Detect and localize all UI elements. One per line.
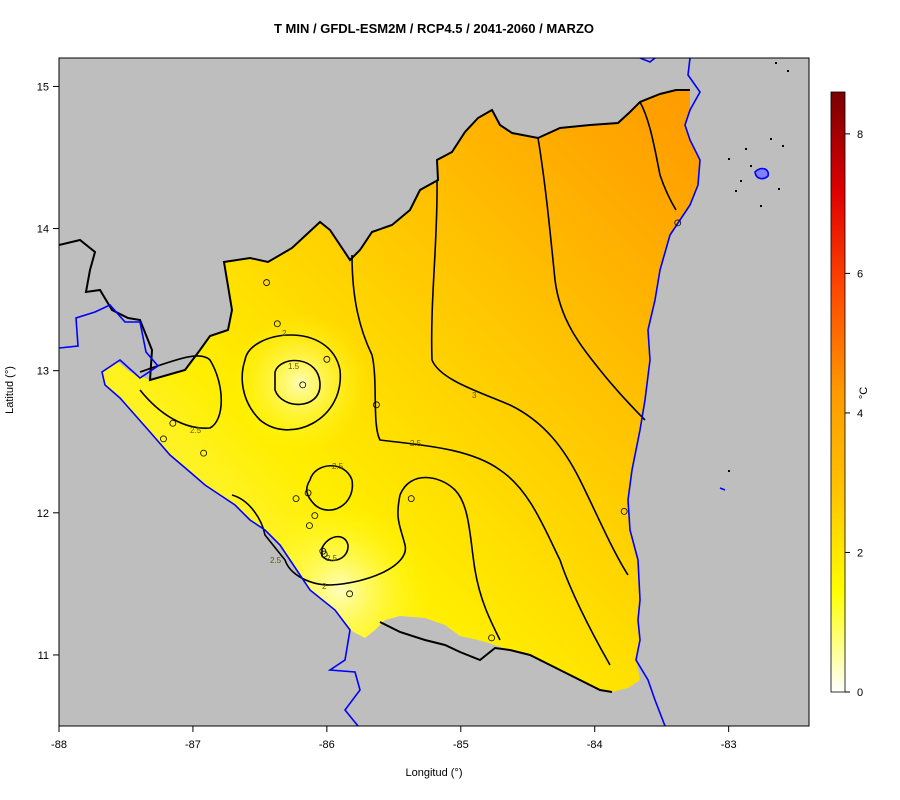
small-islands [728,62,789,472]
plot-frame [58,57,810,727]
y-tick-label: 11 [38,650,49,662]
y-axis-label: Latitud (°) [4,366,16,414]
country-borders [59,89,690,693]
station-point [169,419,177,427]
station-point [304,489,312,497]
contour-lines [139,101,677,666]
colorbar-gradient [830,91,846,693]
y-tick-label: 13 [37,366,49,378]
y-tick-label: 14 [37,224,49,236]
station-point [311,512,319,520]
contour-label: 2.5 [332,462,344,471]
station-point [323,355,331,363]
x-tick-label: -83 [721,739,737,751]
station-point [306,522,313,529]
colorbar-ticks: 0 2 4 6 8 [845,129,863,699]
station-point [160,435,167,443]
x-axis: -88 -87 -86 -85 -84 -83 [51,726,737,751]
contour-label-group: 1.5 2 2 2.5 2.5 2.5 2.5 2.5 3 [190,329,477,591]
station-point [407,495,415,502]
x-tick-label: -86 [319,739,335,751]
colorbar-tick-label: 6 [857,268,863,280]
x-axis-label: Longitud (°) [405,767,463,779]
colorbar-tick-label: 4 [857,408,863,420]
x-tick-label: -87 [185,739,201,751]
station-point [299,381,307,389]
contour-label: 2 [282,329,287,338]
x-tick-label: -84 [587,739,603,751]
station-point [320,550,328,558]
contour-label: 2.5 [270,556,282,565]
station-point [620,507,628,515]
station-point [263,279,270,286]
contour-label: 2.5 [190,426,202,435]
y-axis: 11 12 13 14 15 [37,81,59,662]
y-tick-label: 12 [37,508,49,520]
station-point [346,590,354,598]
contour-label: 2.5 [410,439,422,448]
station-point [292,495,300,502]
x-tick-label: -88 [51,739,67,751]
contour-label: 3 [472,391,477,400]
station-point [488,634,495,642]
station-point [200,449,208,457]
colorbar-tick-label: 2 [857,547,863,559]
station-point [373,401,380,409]
chart-title: T MIN / GFDL-ESM2M / RCP4.5 / 2041-2060 … [273,21,594,36]
contour-label: 2 [322,582,327,591]
x-tick-label: -85 [453,739,469,751]
station-point [674,219,682,227]
colorbar-unit-label: °C [858,386,871,400]
colorbar: 0 2 4 6 8 [830,91,863,699]
colorbar-tick-label: 0 [857,687,863,699]
coastlines [59,58,770,726]
colorbar-tick-label: 8 [857,129,863,141]
contour-label: 1.5 [288,362,300,371]
contour-label: 2.5 [326,554,338,563]
station-point [273,320,281,328]
y-tick-label: 15 [37,81,49,93]
station-markers [160,219,682,642]
